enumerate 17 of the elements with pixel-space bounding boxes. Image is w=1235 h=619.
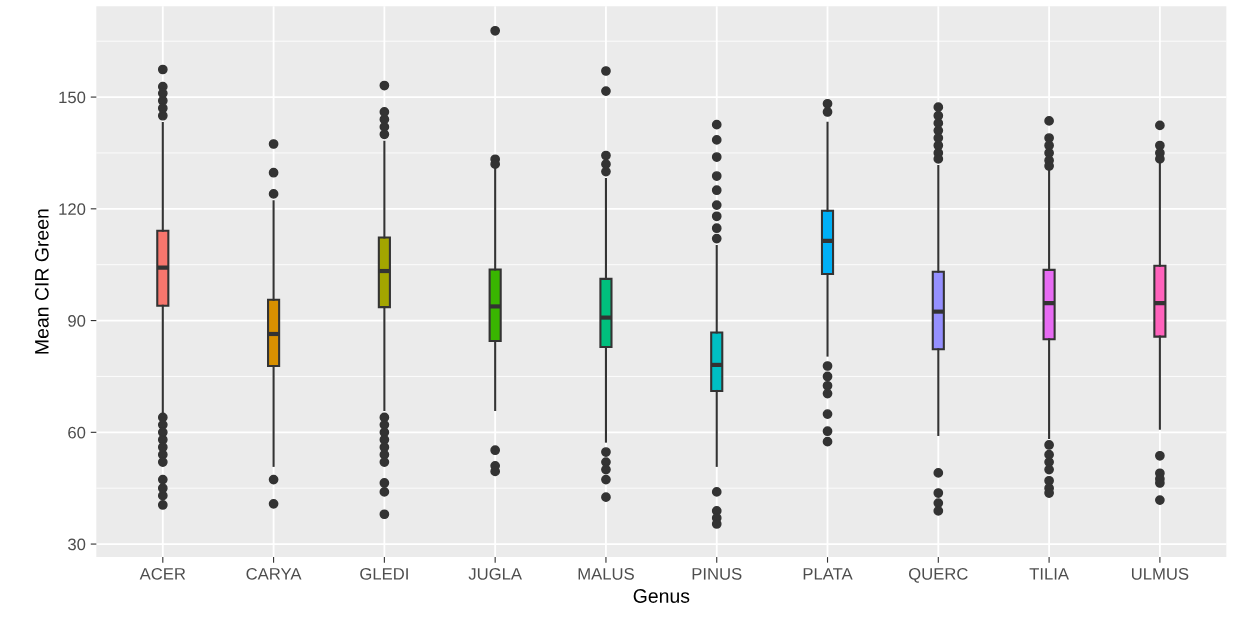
y-tick-label: 150 [59, 91, 86, 104]
x-tick-label: PINUS [692, 567, 742, 580]
x-tick-label: JUGLA [468, 567, 522, 580]
y-tick-label: 60 [68, 426, 86, 439]
y-tick-label: 30 [68, 538, 86, 551]
x-tick-label: ACER [139, 567, 186, 580]
y-tick-label: 120 [59, 203, 86, 216]
x-tick-label: MALUS [578, 567, 634, 580]
x-tick-label: CARYA [246, 567, 302, 580]
y-tick-label: 90 [68, 314, 86, 327]
y-axis-title: Mean CIR Green [34, 209, 49, 354]
x-tick-label: ULMUS [1132, 567, 1189, 580]
x-tick-label: QUERC [909, 567, 968, 583]
x-tick-label: PLATA [803, 568, 853, 580]
x-tick-label: GLEDI [360, 567, 408, 580]
x-tick-label: TILIA [1029, 568, 1069, 580]
x-axis-title: Genus [633, 589, 690, 603]
